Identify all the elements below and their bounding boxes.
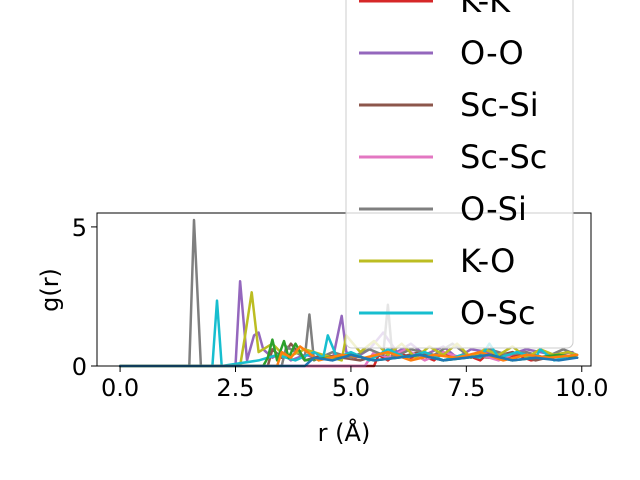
legend-label-k-k: K-K xyxy=(460,0,511,20)
y-axis: 05 xyxy=(72,214,97,381)
x-tick-label: 5.0 xyxy=(332,374,370,402)
legend-label-o-sc: O-Sc xyxy=(460,294,536,332)
x-tick-label: 0.0 xyxy=(101,374,139,402)
y-tick-label: 5 xyxy=(72,214,87,242)
y-axis-label: g(r) xyxy=(36,268,64,312)
x-tick-label: 10.0 xyxy=(555,374,608,402)
legend-label-k-o: K-O xyxy=(460,242,515,280)
legend-label-o-si: O-Si xyxy=(460,190,527,228)
legend: K-K O-O Sc-Si Sc-Sc O-Si K-O O-Sc xyxy=(345,0,574,349)
x-tick-label: 2.5 xyxy=(216,374,254,402)
y-tick-label: 0 xyxy=(72,353,87,381)
legend-label-sc-si: Sc-Si xyxy=(460,86,539,124)
axes-frame xyxy=(96,212,592,367)
series-line-k-si xyxy=(118,345,579,368)
x-axis-label: r (Å) xyxy=(318,418,371,447)
legend-label-o-o: O-O xyxy=(460,34,524,72)
legend-label-sc-sc: Sc-Sc xyxy=(460,138,547,176)
x-tick-label: 7.5 xyxy=(447,374,485,402)
x-axis: 0.0 2.5 5.0 7.5 10.0 xyxy=(101,366,608,402)
series-line-k-sc xyxy=(118,353,579,368)
